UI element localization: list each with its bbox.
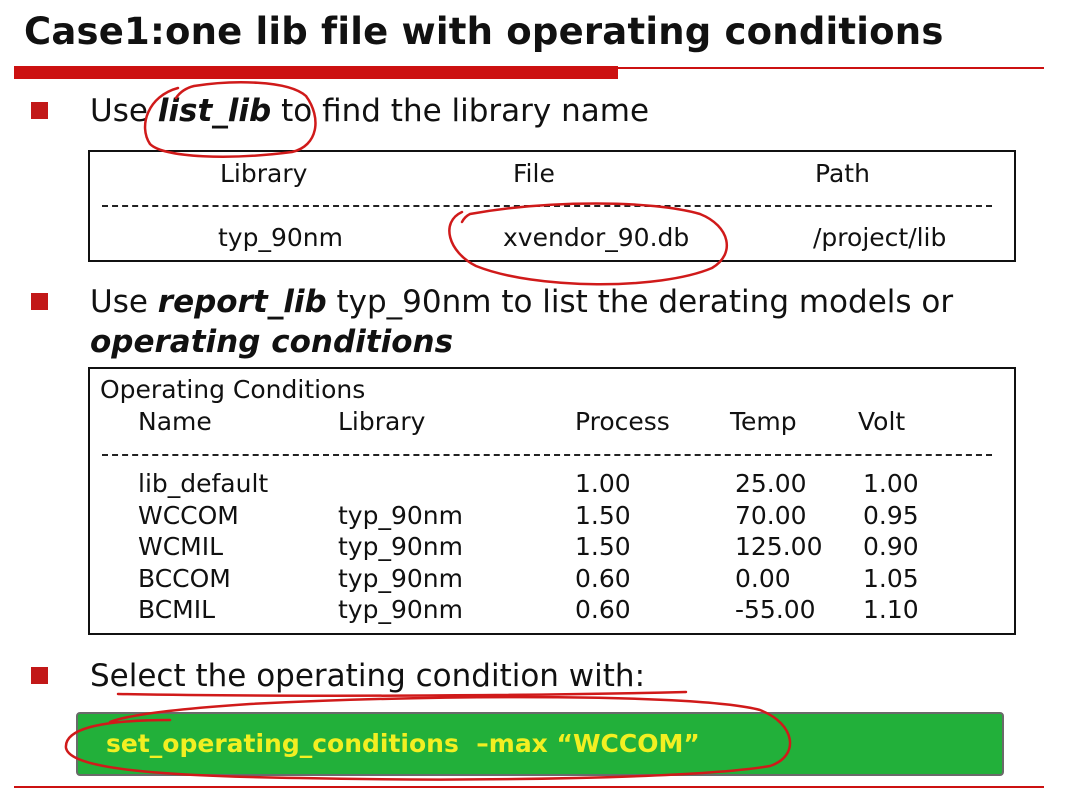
bullet-2-pre: Use [90, 284, 158, 320]
lib-cell-file: xvendor_90.db [503, 223, 690, 252]
lib-header-path: Path [815, 159, 870, 188]
oc-cell-volt: 0.95 [863, 500, 919, 530]
bullet-1-post: to find the library name [271, 93, 650, 129]
oc-header-name: Name [138, 407, 212, 436]
lib-cell-library: typ_90nm [218, 223, 343, 252]
footer-rule [14, 786, 1044, 788]
bullet-2-emphasis: operating conditions [90, 324, 454, 360]
oc-caption: Operating Conditions [100, 375, 366, 404]
title-rule [14, 67, 1044, 69]
bullet-2-line2: operating conditions [90, 322, 453, 362]
bullet-2-post: typ_90nm to list the derating models or [326, 284, 954, 320]
bullet-marker [31, 102, 48, 119]
oc-cell-temp: -55.00 [735, 595, 816, 624]
oc-cell-name: BCCOM [138, 563, 231, 593]
command-box: set_operating_conditions –max “WCCOM” [76, 712, 1004, 776]
title-underline-bar [14, 66, 618, 79]
bullet-1-text: Use list_lib to find the library name [90, 91, 649, 131]
bullet-1-pre: Use [90, 93, 158, 129]
slide-title: Case1:one lib file with operating condit… [24, 10, 944, 53]
oc-cell-name: WCMIL [138, 532, 224, 561]
oc-cell-volt: 1.10 [863, 595, 919, 624]
oc-cell-name: WCCOM [138, 500, 239, 530]
oc-cell-name: lib_default [138, 469, 269, 498]
oc-cell-volt: 1.00 [863, 469, 919, 498]
oc-cell-library: typ_90nm [338, 563, 463, 593]
lib-header-file: File [513, 159, 555, 188]
bullet-marker [31, 667, 48, 684]
oc-cell-library: typ_90nm [338, 532, 463, 561]
bullet-marker [31, 293, 48, 310]
lib-table-divider [102, 205, 992, 207]
oc-header-temp: Temp [730, 407, 797, 436]
oc-cell-temp: 125.00 [735, 532, 823, 561]
oc-header-process: Process [575, 407, 670, 436]
bullet-2-command: report_lib [157, 284, 327, 320]
oc-table-divider [102, 454, 992, 456]
lib-cell-path: /project/lib [813, 223, 947, 252]
oc-cell-process: 0.60 [575, 563, 631, 593]
oc-cell-volt: 0.90 [863, 532, 919, 561]
oc-cell-temp: 25.00 [735, 469, 807, 498]
lib-header-library: Library [220, 159, 308, 188]
oc-cell-process: 1.00 [575, 469, 631, 498]
oc-header-volt: Volt [858, 407, 906, 436]
bullet-3-text: Select the operating condition with: [90, 658, 646, 694]
bullet-1-command: list_lib [157, 93, 272, 129]
oc-cell-temp: 0.00 [735, 563, 791, 593]
oc-cell-process: 0.60 [575, 595, 631, 624]
oc-cell-process: 1.50 [575, 532, 631, 561]
bullet-2-text: Use report_lib typ_90nm to list the dera… [90, 282, 953, 322]
command-text: set_operating_conditions –max “WCCOM” [106, 729, 700, 758]
oc-cell-temp: 70.00 [735, 500, 807, 530]
oc-header-library: Library [338, 407, 426, 436]
library-table: Library File Path typ_90nm xvendor_90.db… [88, 150, 1016, 262]
oc-cell-process: 1.50 [575, 500, 631, 530]
oc-cell-library: typ_90nm [338, 500, 463, 530]
oc-cell-library: typ_90nm [338, 595, 463, 624]
operating-conditions-table: Operating Conditions Name Library Proces… [88, 367, 1016, 635]
oc-cell-name: BCMIL [138, 595, 216, 624]
oc-cell-volt: 1.05 [863, 563, 919, 593]
